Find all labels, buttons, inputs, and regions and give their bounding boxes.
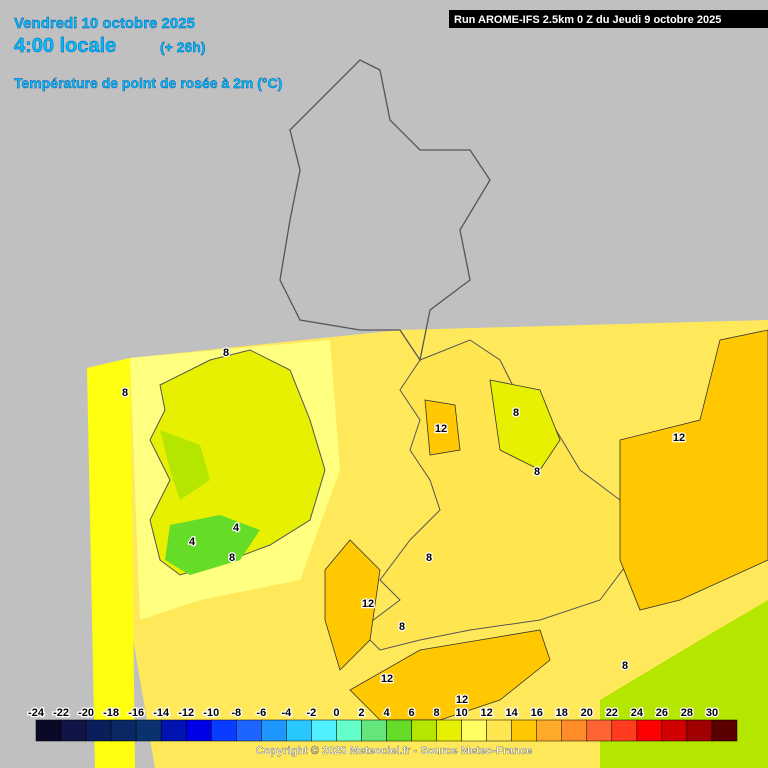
legend-swatch — [586, 719, 613, 742]
legend-label: -18 — [103, 707, 119, 719]
green-patch — [160, 430, 210, 500]
legend-swatch — [686, 719, 713, 742]
legend-label: -6 — [256, 707, 266, 719]
legend-label: -14 — [153, 707, 170, 719]
legend-swatch — [336, 719, 362, 742]
ireland — [149, 349, 326, 576]
legend-label: -2 — [307, 707, 317, 719]
legend-swatch — [361, 719, 387, 742]
warm-area — [324, 539, 381, 671]
contour-label: 8 — [229, 552, 235, 564]
legend-swatch — [311, 719, 337, 742]
legend-swatch — [35, 719, 62, 742]
domain-edge — [87, 358, 135, 768]
legend-swatch — [636, 719, 663, 742]
legend-swatch — [261, 719, 287, 742]
legend-label: 6 — [408, 707, 414, 719]
legend-swatch — [486, 719, 512, 742]
contour-label: 8 — [426, 552, 432, 564]
legend-label: 14 — [506, 707, 519, 719]
contour-label: 8 — [399, 621, 405, 633]
green-patch — [165, 515, 260, 575]
legend-swatch — [711, 719, 738, 742]
contour-label: 8 — [534, 466, 540, 478]
cool-area — [489, 379, 561, 471]
legend-swatch — [135, 719, 162, 742]
offset: (+ 26h) — [160, 39, 206, 55]
legend-swatch — [211, 719, 237, 742]
legend-label: 28 — [681, 707, 693, 719]
warm-area — [619, 329, 768, 611]
legend-label: 24 — [631, 707, 644, 719]
legend-label: -16 — [128, 707, 144, 719]
legend: -24 -22 -20 -18 -16 -14 -12 -10 -8 -6 -4 -2 0 2 4 6 8 10 1… — [27, 706, 738, 742]
legend-label: -12 — [178, 707, 194, 719]
legend-label: 10 — [455, 707, 467, 719]
legend-label: 0 — [333, 707, 339, 719]
contour-label: 4 — [189, 536, 196, 548]
scotland-coast — [279, 59, 491, 362]
legend-swatch — [411, 719, 437, 742]
contour-label: 8 — [122, 387, 128, 399]
contour-label: 8 — [223, 347, 229, 359]
warm-area — [424, 399, 461, 456]
contour-label: 12 — [673, 432, 685, 444]
contour-label: 12 — [381, 673, 393, 685]
legend-label: 26 — [656, 707, 668, 719]
legend-swatch — [436, 719, 462, 742]
legend-label: 8 — [434, 707, 440, 719]
run: Run AROME-IFS 2.5km 0 Z du Jeudi 9 octob… — [454, 14, 721, 26]
legend-label: 30 — [706, 707, 718, 719]
legend-label: -24 — [28, 707, 45, 719]
legend-swatch — [461, 719, 487, 742]
legend-swatch — [185, 719, 212, 742]
legend-swatch — [536, 719, 563, 742]
legend-label: -10 — [203, 707, 219, 719]
legend-label: 12 — [481, 707, 493, 719]
legend-swatch — [611, 719, 638, 742]
legend-label: 20 — [581, 707, 593, 719]
legend-label: 2 — [358, 707, 364, 719]
legend-swatch — [160, 719, 187, 742]
contour-label: 8 — [513, 407, 519, 419]
legend-swatch — [60, 719, 87, 742]
run-box — [449, 10, 768, 28]
legend-label: 4 — [383, 707, 390, 719]
contour-label: 12 — [435, 423, 447, 435]
parameter: Température de point de rosée à 2m (°C) — [14, 75, 282, 91]
time: 4:00 locale — [14, 35, 116, 57]
legend-swatch — [110, 719, 137, 742]
copyright: Copyright © 2025 Meteociel.fr - Source M… — [256, 745, 532, 757]
legend-label: 16 — [531, 707, 543, 719]
legend-swatch — [386, 719, 412, 742]
legend-label: -20 — [78, 707, 94, 719]
date: Vendredi 10 octobre 2025 — [14, 15, 195, 32]
contour-label: 4 — [233, 522, 240, 534]
contour-label: 12 — [456, 694, 468, 706]
legend-swatch — [85, 719, 112, 742]
legend-label: 18 — [556, 707, 568, 719]
legend-label: -4 — [281, 707, 292, 719]
contour-labels: 8 8 12 8 12 8 4 4 8 8 12 8 12 8 12 — [121, 346, 687, 708]
contour-label: 8 — [622, 660, 628, 672]
legend-swatch — [661, 719, 688, 742]
legend-swatch — [511, 719, 537, 742]
legend-swatch — [561, 719, 588, 742]
legend-label: 22 — [606, 707, 618, 719]
legend-swatch — [236, 719, 262, 742]
legend-swatch — [286, 719, 312, 742]
legend-label: -8 — [231, 707, 241, 719]
legend-label: -22 — [53, 707, 69, 719]
contour-label: 12 — [362, 598, 374, 610]
